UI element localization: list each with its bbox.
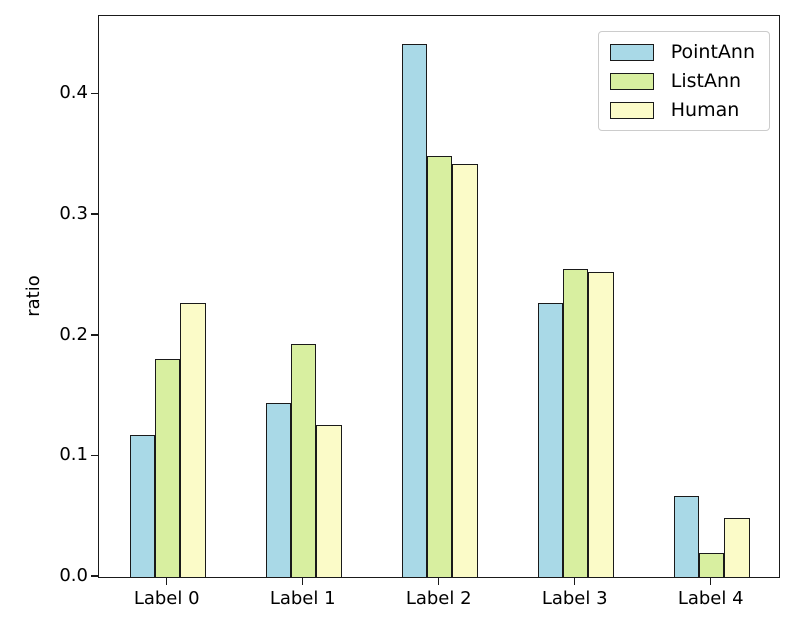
legend-label: PointAnn: [670, 41, 755, 63]
y-tick-mark: [91, 454, 98, 457]
bar-human-0: [180, 303, 206, 577]
y-tick-mark: [91, 92, 98, 95]
bar-pointann-1: [265, 403, 292, 577]
legend-label: ListAnn: [670, 70, 742, 92]
y-tick-label: 0.1: [59, 444, 88, 466]
bar-pointann-4: [673, 496, 700, 577]
bar-pointann-3: [537, 303, 564, 577]
legend-swatch-listann: [609, 72, 654, 90]
y-tick-label: 0.4: [59, 82, 88, 104]
y-tick-label: 0.2: [59, 323, 88, 345]
y-tick-label: 0.0: [59, 565, 88, 586]
legend-entry-pointann: PointAnn: [609, 41, 755, 63]
legend-label: Human: [670, 99, 740, 121]
bar-pointann-2: [401, 43, 428, 577]
bar-human-4: [724, 517, 750, 577]
bar-listann-1: [291, 344, 317, 577]
bar-group: [401, 16, 478, 577]
x-tick-mark: [301, 577, 304, 585]
bar-group: [265, 16, 342, 577]
bar-human-2: [452, 164, 478, 577]
x-tick-mark: [437, 577, 440, 585]
legend: PointAnn ListAnn Human: [597, 31, 770, 131]
y-tick-mark: [91, 333, 98, 336]
x-tick-mark: [573, 577, 576, 585]
bar-listann-4: [699, 552, 725, 577]
bar-group: [537, 16, 614, 577]
y-tick-mark: [91, 575, 98, 577]
y-tick-label: 0.3: [59, 203, 88, 225]
x-tick-label: Label 1: [269, 588, 336, 609]
x-tick-mark: [165, 577, 168, 585]
x-tick-label: Label 0: [133, 588, 200, 609]
legend-swatch-pointann: [609, 43, 654, 61]
bar-listann-3: [563, 269, 589, 577]
x-tick-label: Label 3: [541, 588, 608, 609]
plot-area: PointAnn ListAnn Human: [98, 15, 780, 578]
bar-human-3: [588, 271, 614, 577]
y-tick-mark: [91, 213, 98, 215]
bar-group: [129, 16, 206, 577]
legend-entry-human: Human: [609, 99, 755, 121]
bar-human-1: [316, 425, 342, 577]
x-tick-mark: [709, 577, 712, 585]
x-tick-label: Label 4: [677, 588, 744, 609]
legend-swatch-human: [609, 101, 654, 119]
x-tick-label: Label 2: [405, 588, 472, 609]
legend-entry-listann: ListAnn: [609, 70, 755, 92]
bar-group: [673, 16, 750, 577]
bar-listann-2: [427, 155, 453, 577]
bar-pointann-0: [129, 434, 156, 577]
bar-listann-0: [155, 358, 181, 577]
